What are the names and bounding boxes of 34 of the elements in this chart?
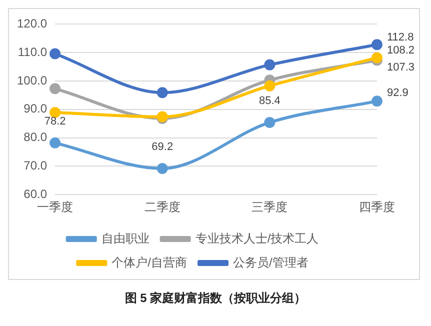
y-tick-label: 60.0 — [24, 186, 48, 201]
legend-label: 公务员/管理者 — [233, 255, 308, 270]
y-tick-label: 110.0 — [18, 44, 48, 59]
legend-label: 自由职业 — [101, 231, 150, 246]
y-tick-label: 90.0 — [24, 102, 48, 116]
point — [264, 80, 276, 92]
text: 图 5 家庭财富指数（按职业分组） — [124, 290, 308, 307]
x-tick-label: 二季度 — [144, 200, 180, 214]
point — [156, 87, 168, 98]
y-tick-label: 70.0 — [24, 158, 48, 173]
data-label: 78.2 — [44, 115, 66, 128]
point — [50, 137, 61, 148]
point — [372, 52, 382, 64]
data-label: 108.2 — [387, 44, 415, 57]
point — [372, 96, 382, 107]
data-label: 69.2 — [152, 141, 174, 154]
point — [156, 162, 168, 174]
x-tick-label: 一季度 — [37, 200, 74, 214]
point — [50, 83, 61, 94]
y-tick-label: 120.0 — [17, 16, 48, 31]
legend-label: 专业技术人士/技术工人 — [195, 231, 319, 246]
data-label: 112.8 — [387, 32, 414, 44]
x-tick-label: 四季度 — [359, 200, 395, 214]
point — [264, 59, 276, 70]
y-tick-label: 80.0 — [24, 130, 48, 144]
x-tick-label: 三季度 — [252, 200, 288, 214]
point — [50, 48, 61, 60]
point — [372, 39, 382, 50]
data-label: 107.3 — [387, 61, 415, 74]
y-tick-label: 100.0 — [17, 73, 48, 88]
data-label: 85.4 — [258, 94, 280, 107]
legend-label: 个体户/自营商 — [112, 255, 188, 270]
point — [264, 116, 276, 128]
data-label: 92.9 — [387, 87, 408, 100]
